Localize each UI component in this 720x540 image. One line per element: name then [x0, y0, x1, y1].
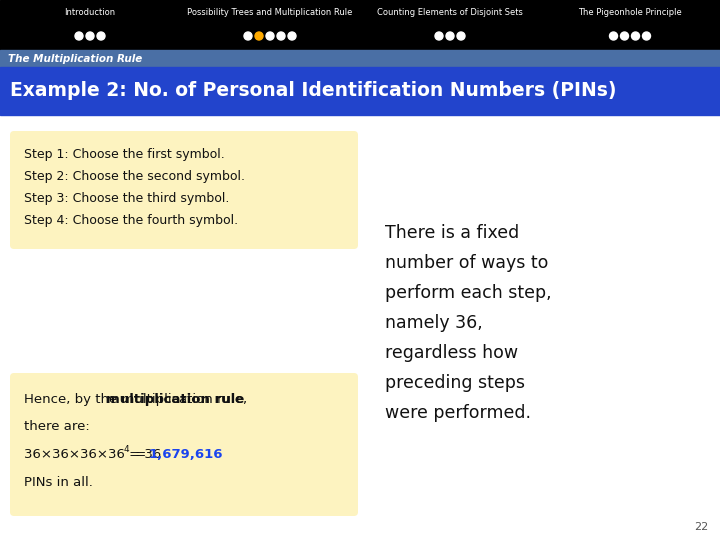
Text: Counting Elements of Disjoint Sets: Counting Elements of Disjoint Sets: [377, 8, 523, 17]
FancyBboxPatch shape: [10, 131, 358, 249]
Text: Step 2: Choose the second symbol.: Step 2: Choose the second symbol.: [24, 170, 245, 183]
Text: Hence, by the multiplication rule,: Hence, by the multiplication rule,: [24, 393, 247, 406]
Text: preceding steps: preceding steps: [385, 375, 525, 393]
Bar: [0, 115, 720, 540]
Circle shape: [621, 32, 629, 40]
Circle shape: [435, 32, 443, 40]
Text: There is a fixed: There is a fixed: [385, 225, 519, 242]
Circle shape: [288, 32, 296, 40]
Text: 22: 22: [694, 522, 708, 532]
Text: Step 4: Choose the fourth symbol.: Step 4: Choose the fourth symbol.: [24, 214, 238, 227]
Text: multiplication rule: multiplication rule: [106, 393, 244, 406]
Circle shape: [86, 32, 94, 40]
Text: 1,679,616: 1,679,616: [149, 449, 223, 462]
Text: number of ways to: number of ways to: [385, 254, 549, 273]
Text: PINs in all.: PINs in all.: [24, 476, 93, 489]
Text: Step 3: Choose the third symbol.: Step 3: Choose the third symbol.: [24, 192, 230, 205]
Text: namely 36,: namely 36,: [385, 314, 482, 333]
Bar: [0, 0, 720, 50]
Text: Possibility Trees and Multiplication Rule: Possibility Trees and Multiplication Rul…: [187, 8, 353, 17]
Circle shape: [446, 32, 454, 40]
Text: The Multiplication Rule: The Multiplication Rule: [8, 53, 143, 64]
Circle shape: [97, 32, 105, 40]
FancyBboxPatch shape: [10, 373, 358, 516]
Circle shape: [642, 32, 650, 40]
Circle shape: [631, 32, 639, 40]
Circle shape: [255, 32, 263, 40]
Text: regardless how: regardless how: [385, 345, 518, 362]
Circle shape: [610, 32, 618, 40]
Text: 36×36×36×36 = 36: 36×36×36×36 = 36: [24, 449, 161, 462]
Bar: [0, 50, 720, 67]
Bar: [0, 67, 720, 115]
Text: The Pigeonhole Principle: The Pigeonhole Principle: [578, 8, 682, 17]
Text: Step 1: Choose the first symbol.: Step 1: Choose the first symbol.: [24, 148, 225, 161]
Text: were performed.: were performed.: [385, 404, 531, 422]
Text: perform each step,: perform each step,: [385, 285, 552, 302]
Circle shape: [244, 32, 252, 40]
Circle shape: [266, 32, 274, 40]
Circle shape: [277, 32, 285, 40]
Circle shape: [457, 32, 465, 40]
Text: there are:: there are:: [24, 421, 90, 434]
Text: Example 2: No. of Personal Identification Numbers (PINs): Example 2: No. of Personal Identificatio…: [10, 82, 616, 100]
Text: =: =: [131, 449, 150, 462]
Text: Introduction: Introduction: [64, 8, 116, 17]
Text: 4: 4: [124, 446, 130, 455]
Circle shape: [75, 32, 83, 40]
